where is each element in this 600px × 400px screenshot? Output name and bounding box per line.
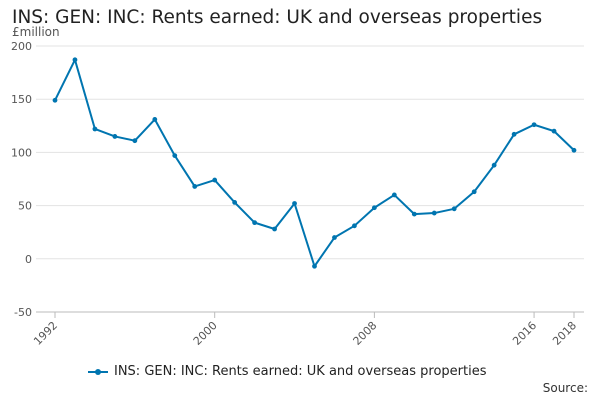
- data-point: [52, 97, 58, 103]
- x-tick-label: 2018: [550, 319, 579, 348]
- data-point: [571, 147, 577, 153]
- series-line: [54, 58, 575, 268]
- data-point: [172, 153, 178, 158]
- data-point: [471, 189, 477, 195]
- data-point: [332, 235, 337, 240]
- legend-item: INS: GEN: INC: Rents earned: UK and over…: [88, 364, 487, 379]
- data-point: [352, 223, 357, 229]
- data-point: [252, 220, 258, 226]
- data-point: [132, 138, 138, 144]
- data-point: [371, 205, 377, 211]
- chart-title: INS: GEN: INC: Rents earned: UK and over…: [12, 7, 543, 28]
- y-tick-label: 150: [11, 93, 32, 106]
- x-tick-label: 2000: [191, 319, 220, 348]
- data-point: [431, 210, 437, 216]
- data-point: [511, 131, 517, 137]
- x-tick-label: 2008: [351, 319, 380, 348]
- y-axis-unit-label: £million: [12, 25, 60, 39]
- gridlines: [36, 45, 584, 313]
- x-axis-ticks: 1992 2000 2008 2016 2018: [31, 312, 579, 348]
- y-tick-label: 0: [25, 253, 32, 266]
- data-point: [451, 206, 457, 212]
- x-tick-label: 1992: [31, 319, 60, 348]
- y-tick-label: 200: [11, 40, 32, 53]
- data-point: [292, 201, 297, 206]
- data-point: [531, 122, 537, 128]
- legend: INS: GEN: INC: Rents earned: UK and over…: [0, 362, 600, 384]
- data-point: [272, 226, 277, 232]
- data-point: [72, 57, 78, 63]
- data-point: [391, 192, 397, 198]
- y-tick-label: 100: [11, 146, 32, 159]
- x-tick-label: 2016: [510, 319, 539, 348]
- legend-label: INS: GEN: INC: Rents earned: UK and over…: [114, 364, 487, 379]
- data-series: [52, 57, 577, 269]
- data-point: [491, 162, 497, 168]
- data-point: [212, 177, 218, 183]
- y-tick-label: -50: [14, 306, 32, 319]
- data-point: [192, 184, 198, 189]
- data-point: [152, 117, 158, 122]
- y-axis-ticks: -50 0 50 100 150 200: [11, 40, 32, 319]
- legend-line-marker-icon: [88, 368, 108, 375]
- data-point: [112, 134, 118, 139]
- y-tick-label: 50: [18, 200, 32, 213]
- source-label: Source:: [542, 381, 588, 395]
- data-point: [92, 126, 98, 132]
- data-point: [551, 128, 557, 134]
- data-point: [312, 263, 317, 269]
- data-point: [411, 211, 417, 217]
- data-point: [232, 200, 238, 205]
